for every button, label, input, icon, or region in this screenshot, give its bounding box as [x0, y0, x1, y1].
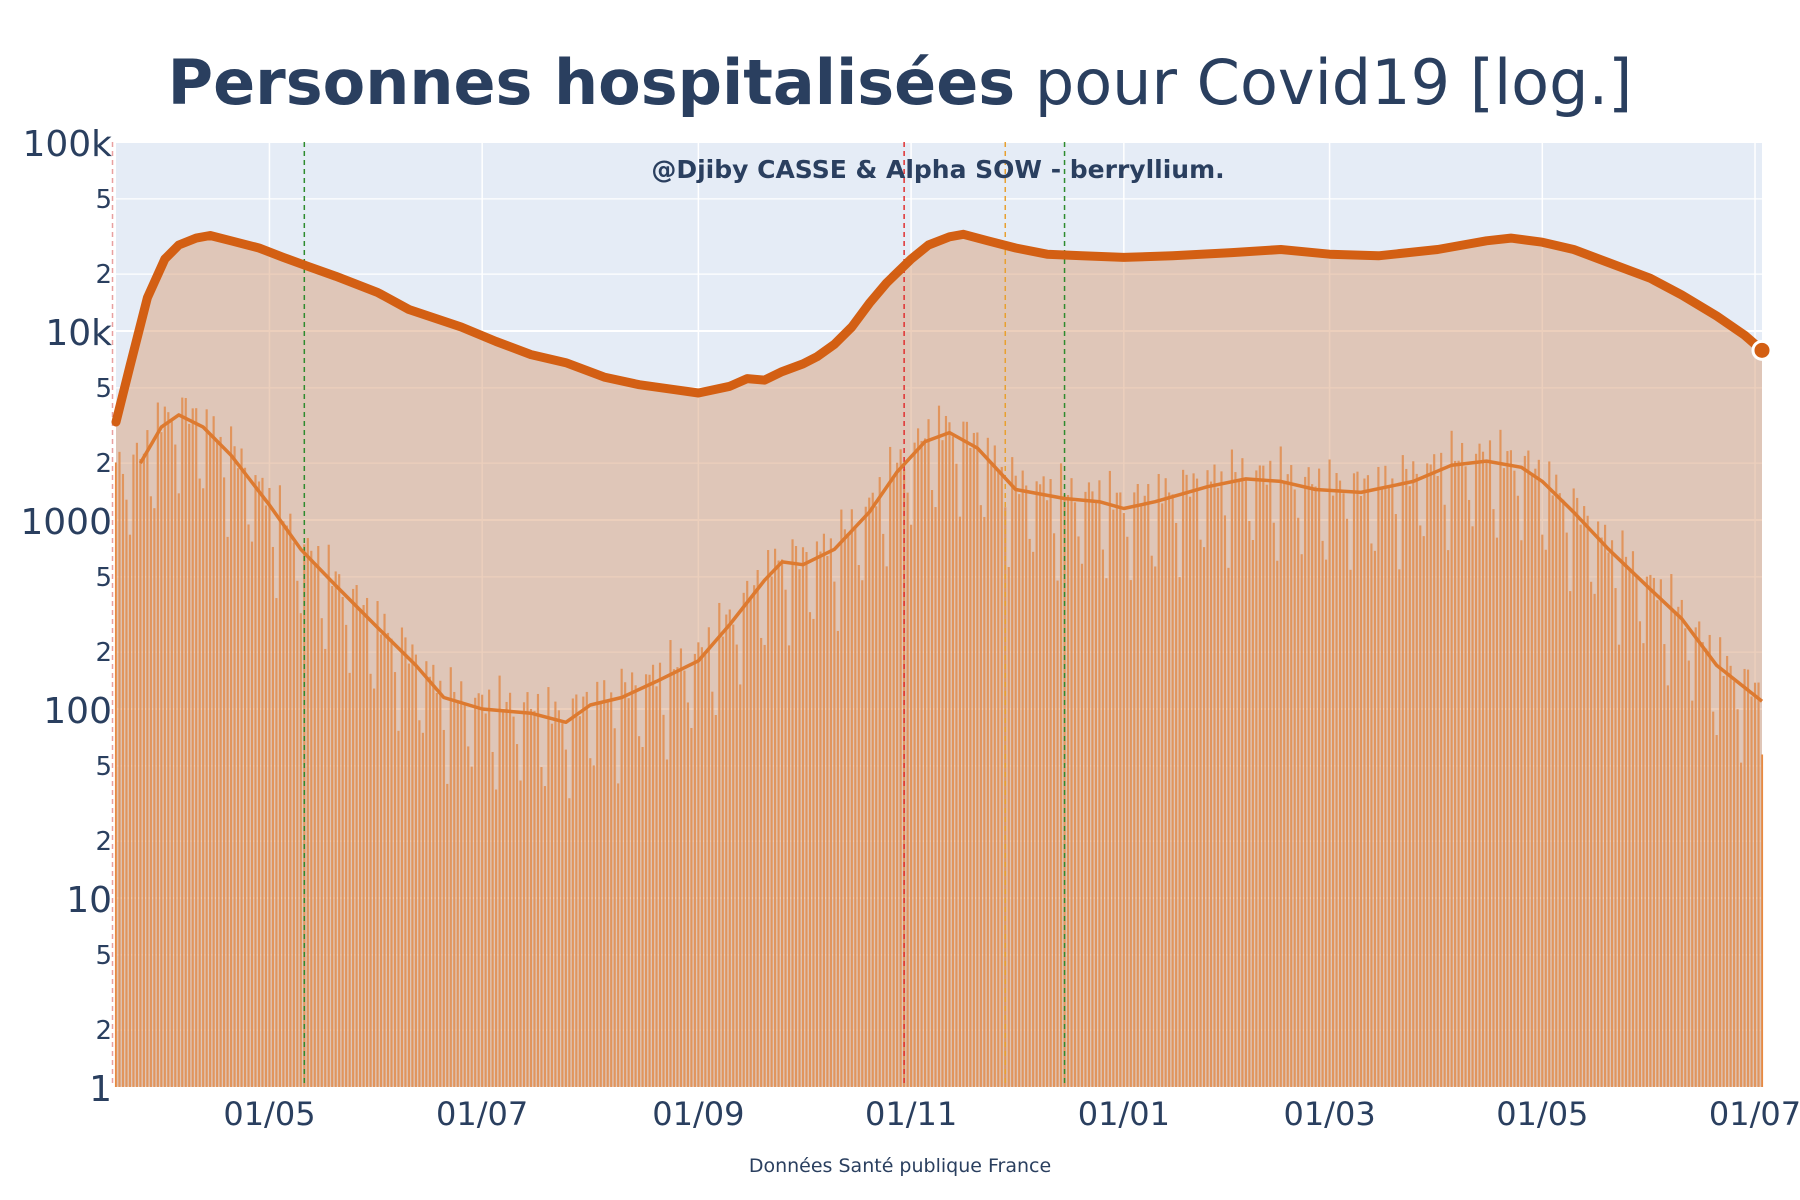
y-tick-label-minor: 2: [95, 638, 112, 668]
y-tick-label-major: 10k: [45, 313, 112, 354]
line-layer: [111, 229, 1773, 725]
x-tick-label: 01/05: [1496, 1095, 1588, 1133]
y-tick-label-minor: 5: [95, 185, 112, 215]
y-tick-label-major: 1000: [20, 502, 112, 543]
x-tick-label: 01/03: [1283, 1095, 1375, 1133]
chart-title-bold: Personnes hospitalisées: [167, 46, 1016, 119]
x-tick-label: 01/05: [223, 1095, 315, 1133]
vline-layer: [111, 142, 1066, 1087]
y-tick-label-minor: 2: [95, 449, 112, 479]
y-tick-label-minor: 5: [95, 752, 112, 782]
area-layer: [116, 234, 1762, 1088]
y-axis-ticks: 1 10 100 1000 10k 100k 2 5 2 5 2 5 2 5 2 5: [20, 124, 112, 1110]
chart-title-rest: pour Covid19 [log.]: [1015, 46, 1633, 119]
y-tick-label-major: 100: [43, 691, 112, 732]
y-tick-label-minor: 5: [95, 563, 112, 593]
x-tick-label: 01/11: [865, 1095, 957, 1133]
y-tick-label-minor: 2: [95, 1016, 112, 1046]
y-tick-label-minor: 2: [95, 827, 112, 857]
chart-annotation: @Djiby CASSE & Alpha SOW - berryllium.: [651, 155, 1224, 184]
hospitalized-line: [111, 229, 1767, 427]
x-axis-ticks: 01/05 01/07 01/09 01/11 01/01 01/03 01/05 01/07: [223, 1095, 1800, 1133]
y-tick-label-minor: 2: [95, 260, 112, 290]
x-tick-label: 01/07: [436, 1095, 528, 1133]
y-tick-label-minor: 5: [95, 374, 112, 404]
y-tick-label-major: 1: [89, 1069, 112, 1110]
x-tick-label: 01/01: [1078, 1095, 1170, 1133]
y-tick-label-major: 10: [66, 880, 112, 921]
chart-title: Personnes hospitalisées pour Covid19 [lo…: [0, 38, 1800, 128]
y-tick-label-major: 100k: [22, 124, 112, 165]
hospitalized-area: [116, 234, 1762, 1088]
chart-footer: Données Santé publique France: [748, 1155, 1052, 1177]
hospitalized-last-point: [1751, 339, 1773, 361]
x-tick-label: 01/07: [1709, 1095, 1800, 1133]
admissions-avg-line: [138, 413, 1764, 725]
y-tick-label-minor: 5: [95, 941, 112, 971]
x-tick-label: 01/09: [652, 1095, 744, 1133]
